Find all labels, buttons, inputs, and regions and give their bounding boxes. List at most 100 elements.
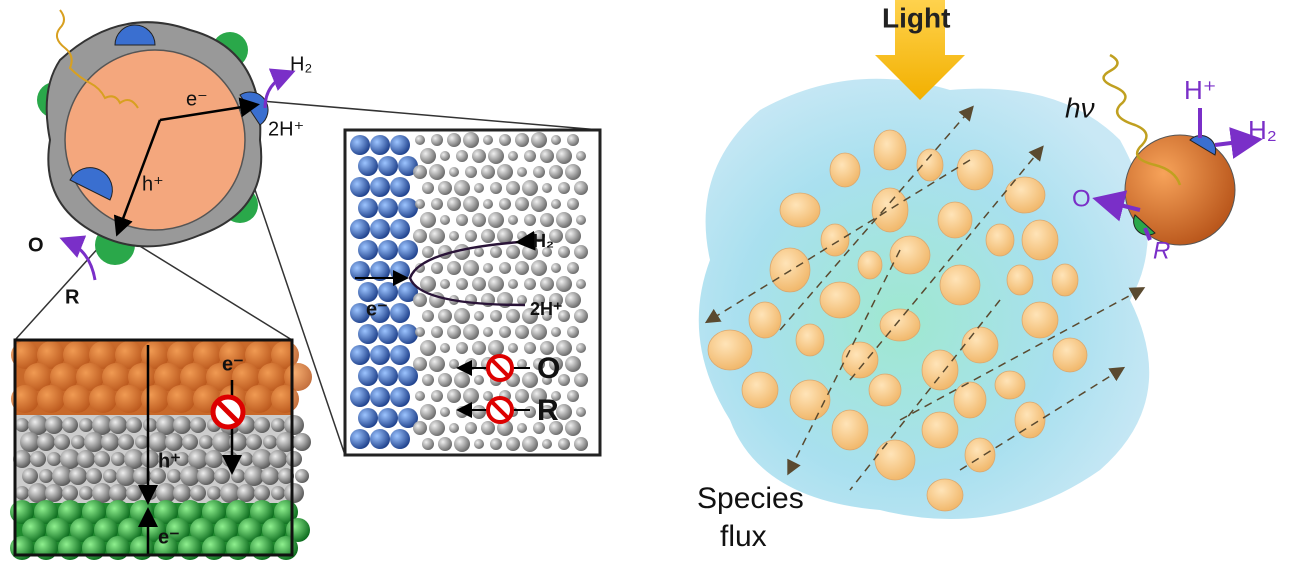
sphere <box>84 432 104 452</box>
sphere <box>398 408 418 428</box>
sphere <box>190 417 206 433</box>
sphere <box>515 261 529 275</box>
sphere <box>447 197 461 211</box>
sphere <box>262 518 286 542</box>
particle <box>841 341 879 379</box>
sphere <box>506 437 520 451</box>
sphere <box>150 468 166 484</box>
sphere <box>533 294 545 306</box>
sphere <box>63 341 91 369</box>
sphere <box>245 385 273 413</box>
sphere <box>508 343 518 353</box>
sphere <box>190 485 206 501</box>
sphere <box>522 372 538 388</box>
sphere <box>295 469 309 483</box>
cocatalyst-blue <box>114 24 156 46</box>
sphere <box>449 423 459 433</box>
sphere <box>472 149 486 163</box>
particle <box>994 370 1026 400</box>
sphere <box>522 180 538 196</box>
sphere <box>465 166 477 178</box>
sphere <box>245 341 273 369</box>
sphere <box>515 133 529 147</box>
sphere <box>63 385 91 413</box>
sphere <box>576 151 586 161</box>
inset-border <box>343 128 602 457</box>
sphere <box>497 228 513 244</box>
sphere <box>47 452 61 466</box>
sphere <box>15 418 29 432</box>
sphere <box>576 407 586 417</box>
connector <box>14 234 111 341</box>
sphere <box>524 150 536 162</box>
sphere <box>415 327 425 337</box>
sphere <box>173 484 191 502</box>
sphere <box>565 356 581 372</box>
sphere <box>358 240 378 260</box>
particle <box>779 192 821 228</box>
sphere <box>116 466 136 486</box>
sphere <box>52 466 72 486</box>
sphere <box>497 164 513 180</box>
particle <box>748 301 782 339</box>
sphere <box>378 366 398 386</box>
sphere <box>79 418 93 432</box>
sphere <box>567 262 579 274</box>
sphere <box>574 245 588 259</box>
sphere <box>143 418 157 432</box>
sphere <box>422 310 434 322</box>
sphere <box>143 486 157 500</box>
cocatalyst-blue <box>1189 135 1217 156</box>
sphere <box>540 149 554 163</box>
sphere <box>370 135 390 155</box>
sphere <box>429 420 445 436</box>
sphere <box>472 213 486 227</box>
sphere <box>490 182 502 194</box>
blob <box>698 78 1150 519</box>
sphere <box>422 182 434 194</box>
sphere <box>456 278 468 290</box>
sphere <box>567 134 579 146</box>
sphere <box>508 151 518 161</box>
sphere <box>34 500 58 524</box>
sphere <box>229 433 247 451</box>
cocatalyst-blue <box>69 167 113 201</box>
sphere <box>431 262 443 274</box>
sphere <box>438 309 452 323</box>
label: 2H⁺ <box>268 118 304 140</box>
sphere <box>54 434 70 450</box>
sphere <box>565 164 581 180</box>
sphere <box>481 421 495 435</box>
inset-border <box>13 338 294 557</box>
sphere <box>50 363 78 391</box>
sphere <box>237 484 255 502</box>
sphere <box>565 420 581 436</box>
sphere <box>574 309 588 323</box>
sphere <box>522 436 538 452</box>
flux-line <box>849 299 1001 491</box>
particle <box>889 235 931 275</box>
particle <box>1021 219 1059 261</box>
sphere <box>533 230 545 242</box>
sphere <box>378 198 398 218</box>
sphere <box>109 416 127 434</box>
sphere <box>542 247 552 257</box>
flux-lines <box>704 105 1146 491</box>
sphere <box>474 183 484 193</box>
sphere <box>440 407 450 417</box>
sphere <box>558 438 570 450</box>
sphere <box>413 357 427 371</box>
sphere <box>463 132 479 148</box>
sphere <box>454 436 470 452</box>
sphere <box>165 433 183 451</box>
sphere <box>24 363 52 391</box>
sphere <box>415 199 425 209</box>
particle <box>789 379 831 421</box>
sphere <box>440 279 450 289</box>
sphere <box>490 438 502 450</box>
sphere <box>551 199 561 209</box>
particle <box>961 326 999 364</box>
sphere <box>420 276 436 292</box>
particle <box>921 349 959 391</box>
sphere <box>231 469 245 483</box>
